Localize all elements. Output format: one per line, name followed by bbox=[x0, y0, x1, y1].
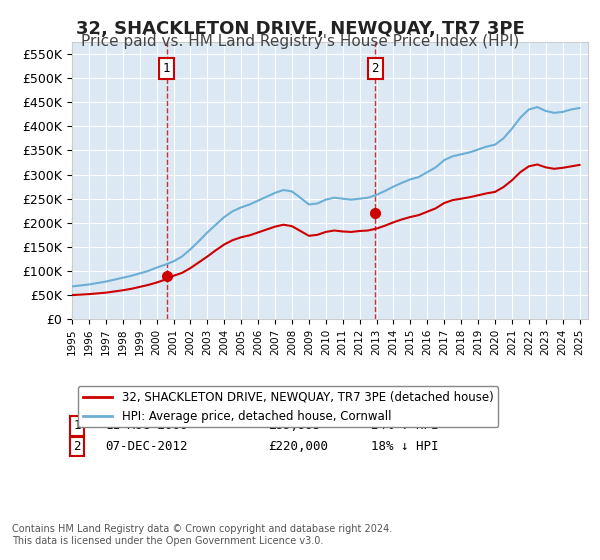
Text: 2: 2 bbox=[73, 440, 81, 453]
Text: Contains HM Land Registry data © Crown copyright and database right 2024.
This d: Contains HM Land Registry data © Crown c… bbox=[12, 524, 392, 546]
Text: £220,000: £220,000 bbox=[268, 440, 328, 453]
Text: 32, SHACKLETON DRIVE, NEWQUAY, TR7 3PE: 32, SHACKLETON DRIVE, NEWQUAY, TR7 3PE bbox=[76, 20, 524, 38]
Text: £89,995: £89,995 bbox=[268, 419, 320, 432]
Legend: 32, SHACKLETON DRIVE, NEWQUAY, TR7 3PE (detached house), HPI: Average price, det: 32, SHACKLETON DRIVE, NEWQUAY, TR7 3PE (… bbox=[78, 386, 498, 427]
Text: 2: 2 bbox=[371, 62, 379, 75]
Text: 24% ↓ HPI: 24% ↓ HPI bbox=[371, 419, 439, 432]
Text: 07-DEC-2012: 07-DEC-2012 bbox=[106, 440, 188, 453]
Text: 18% ↓ HPI: 18% ↓ HPI bbox=[371, 440, 439, 453]
Text: 1: 1 bbox=[163, 62, 170, 75]
Text: 11-AUG-2000: 11-AUG-2000 bbox=[106, 419, 188, 432]
Text: Price paid vs. HM Land Registry's House Price Index (HPI): Price paid vs. HM Land Registry's House … bbox=[81, 34, 519, 49]
Text: 1: 1 bbox=[73, 419, 81, 432]
